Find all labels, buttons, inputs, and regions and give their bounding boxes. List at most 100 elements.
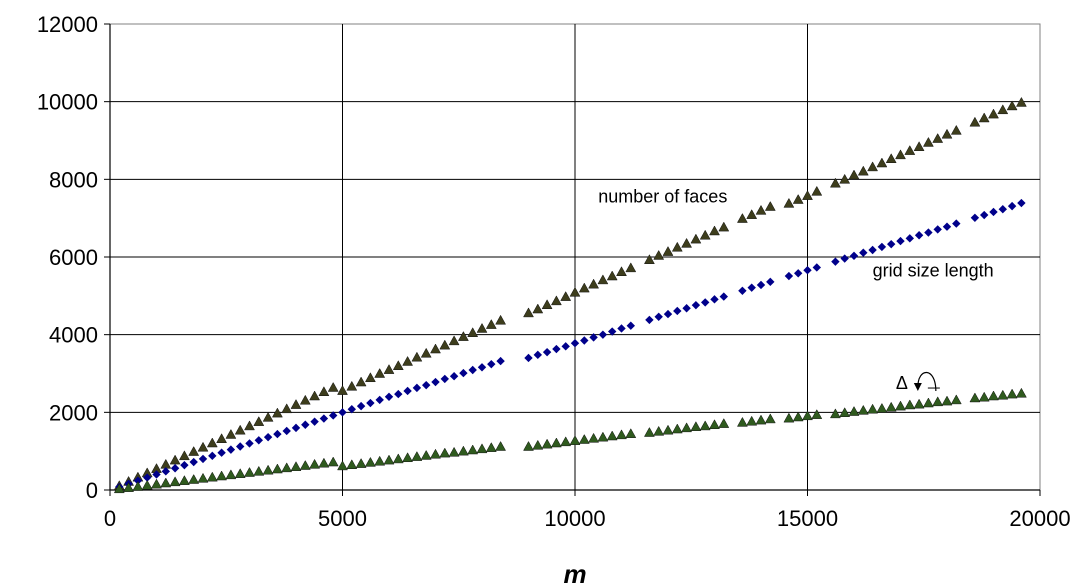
data-point	[617, 324, 626, 333]
data-point	[922, 136, 934, 147]
data-point	[738, 286, 747, 295]
data-point	[151, 478, 162, 489]
data-point	[208, 451, 217, 461]
data-point	[244, 420, 255, 431]
data-point	[867, 403, 879, 414]
data-point	[849, 251, 859, 261]
data-point	[867, 161, 879, 172]
data-point	[262, 464, 274, 475]
data-point	[896, 236, 905, 246]
data-point	[933, 225, 942, 234]
data-point	[829, 177, 841, 188]
data-point	[914, 231, 924, 240]
data-point	[291, 423, 301, 433]
data-point	[180, 460, 189, 470]
data-point	[941, 395, 953, 406]
data-point	[988, 390, 999, 401]
data-point	[811, 185, 823, 196]
data-point	[197, 472, 209, 483]
data-point	[364, 372, 376, 383]
data-point	[411, 351, 423, 362]
data-point	[932, 396, 944, 407]
data-point	[561, 342, 570, 351]
data-point	[578, 282, 590, 293]
data-point	[913, 398, 925, 409]
data-point	[347, 405, 356, 414]
data-point	[170, 464, 180, 473]
data-point	[606, 270, 618, 281]
data-point	[457, 445, 469, 456]
data-point	[857, 165, 869, 176]
data-point	[299, 460, 311, 470]
data-point	[718, 221, 730, 232]
data-point	[383, 364, 395, 374]
data-point	[569, 435, 581, 445]
data-point	[802, 190, 813, 200]
data-point	[430, 343, 441, 354]
data-series	[113, 96, 1027, 494]
data-point	[271, 407, 283, 418]
data-point	[198, 454, 208, 464]
annotation-label: number of faces	[598, 187, 727, 207]
data-point	[755, 204, 767, 215]
data-point	[440, 374, 449, 384]
data-point	[355, 376, 367, 387]
data-point	[541, 438, 553, 449]
y-tick-label: 2000	[49, 400, 98, 425]
data-point	[811, 409, 823, 419]
data-point	[662, 246, 674, 256]
data-point	[598, 330, 608, 339]
data-point	[485, 319, 497, 329]
data-point	[969, 392, 981, 403]
data-point	[570, 339, 580, 348]
data-point	[905, 234, 914, 243]
data-point	[374, 367, 386, 378]
data-point	[736, 416, 748, 427]
data-point	[468, 365, 477, 375]
annotation-arrow	[917, 371, 937, 392]
data-point	[402, 355, 414, 366]
data-point	[319, 414, 329, 423]
arrow-head	[913, 383, 922, 392]
x-tick-label: 5000	[318, 506, 367, 531]
data-point	[560, 291, 572, 301]
data-point	[766, 277, 775, 287]
data-point	[606, 430, 618, 441]
data-point	[580, 336, 589, 345]
data-point	[403, 386, 412, 396]
data-point	[839, 173, 851, 184]
data-point	[476, 322, 488, 333]
data-point	[216, 433, 228, 443]
data-point	[1015, 96, 1027, 107]
data-point	[496, 356, 505, 366]
data-point	[309, 458, 321, 469]
data-point	[970, 213, 980, 222]
data-point	[718, 418, 730, 428]
data-point	[439, 339, 451, 350]
x-tick-label: 0	[104, 506, 116, 531]
data-point	[318, 457, 330, 468]
data-point	[254, 436, 263, 445]
grid-lines	[104, 23, 1041, 496]
data-point	[876, 157, 888, 168]
data-point	[392, 360, 404, 370]
data-point	[394, 389, 403, 399]
data-point	[245, 439, 254, 448]
data-point	[449, 372, 459, 381]
data-point	[523, 440, 534, 451]
annotation-label: grid size length	[873, 260, 994, 280]
data-point	[857, 404, 869, 415]
data-point	[588, 432, 600, 443]
data-point	[282, 426, 291, 436]
data-point	[969, 116, 981, 127]
data-point	[495, 314, 507, 325]
data-point	[626, 321, 635, 330]
data-point	[550, 295, 562, 306]
data-point	[552, 344, 561, 354]
data-point	[794, 269, 803, 278]
data-point	[141, 479, 153, 490]
data-point	[477, 363, 487, 372]
data-point	[895, 149, 906, 160]
data-point	[588, 278, 600, 289]
